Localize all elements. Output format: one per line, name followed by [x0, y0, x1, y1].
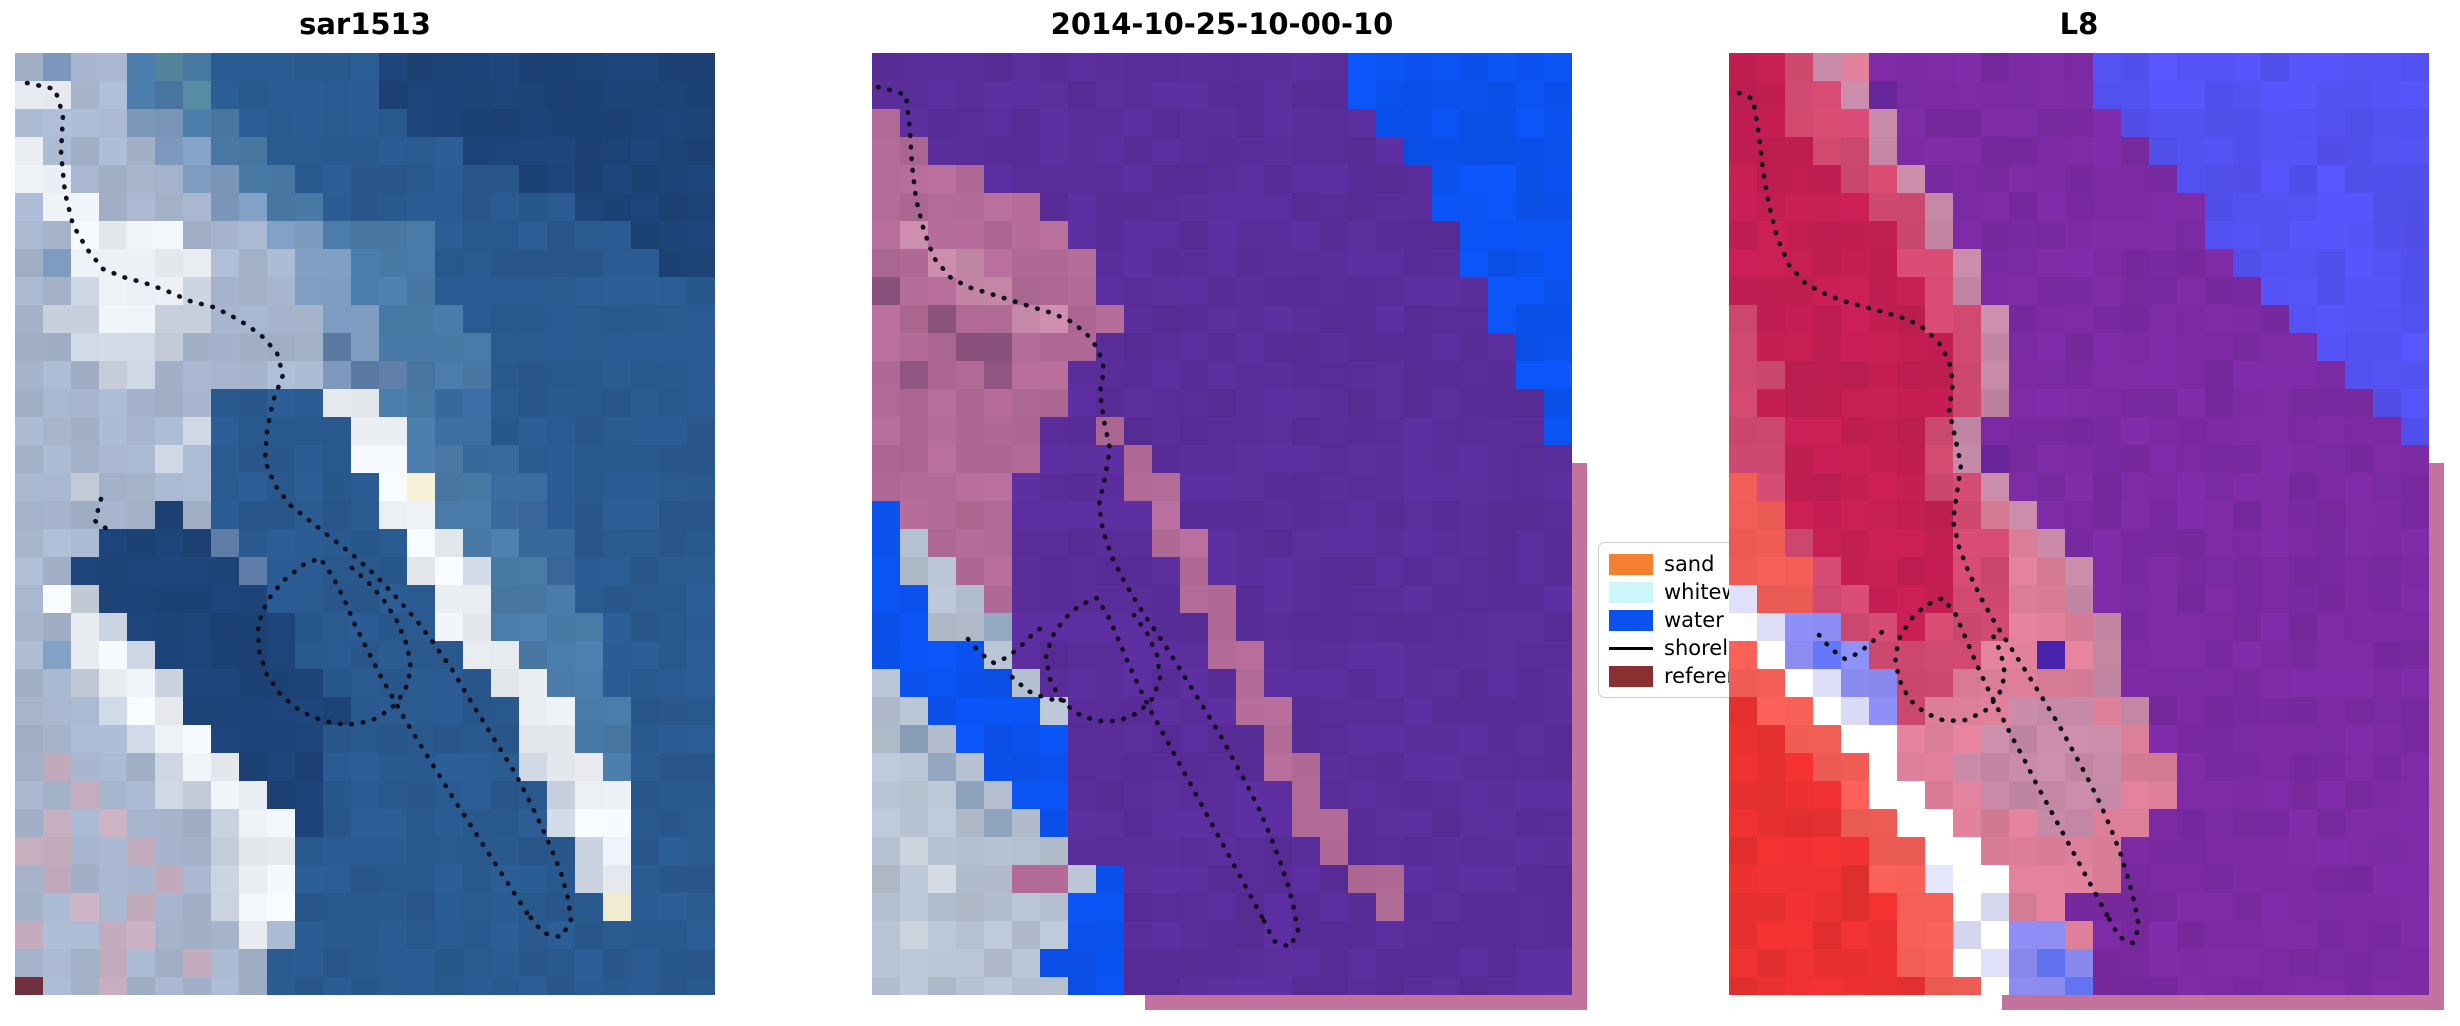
- classified-image-panel: [872, 53, 1572, 995]
- legend-label: sand: [1664, 552, 1715, 576]
- legend-box: sand whitewater water shoreline referenc…: [1598, 542, 1794, 698]
- reference-swatch: [1609, 665, 1653, 687]
- panel-title-l8: L8: [2059, 7, 2099, 41]
- water-swatch: [1609, 609, 1653, 631]
- l8-image-panel: [1729, 53, 2429, 995]
- whitewater-swatch: [1609, 581, 1653, 603]
- panel-title-sar: sar1513: [299, 7, 431, 41]
- sand-swatch: [1609, 553, 1653, 575]
- sar-image-panel: [15, 53, 715, 995]
- shoreline-line-swatch: [1609, 646, 1653, 650]
- panel-title-date: 2014-10-25-10-00-10: [1050, 7, 1394, 41]
- legend-label: water: [1664, 608, 1724, 632]
- legend-item-sand: sand: [1609, 550, 1793, 578]
- legend-item-water: water: [1609, 606, 1793, 634]
